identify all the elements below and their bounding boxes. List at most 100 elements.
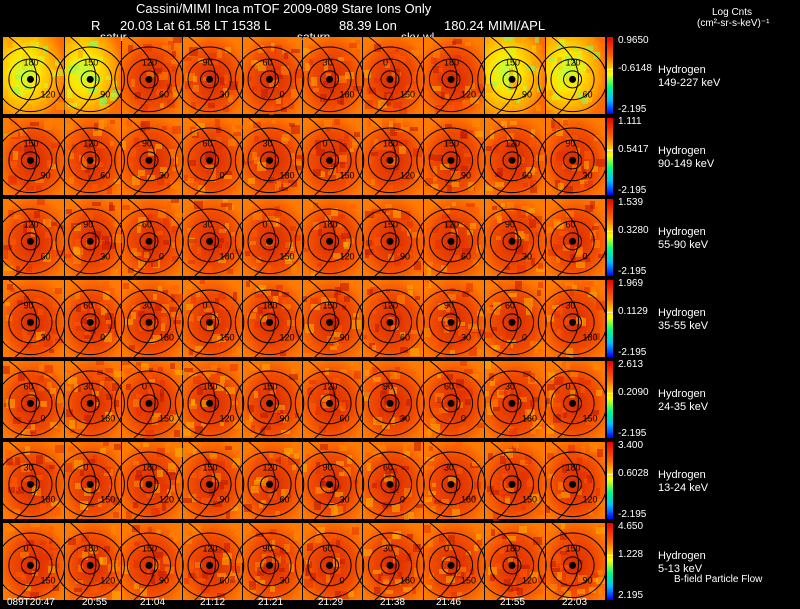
contour-label: 150 bbox=[340, 170, 355, 180]
field-center-marker bbox=[266, 156, 274, 164]
contour-label: 30 bbox=[383, 543, 393, 553]
field-center-marker bbox=[447, 75, 455, 83]
contour-lines bbox=[114, 522, 184, 601]
contour-lines bbox=[355, 36, 425, 115]
colorbar-max-label: 4.650 bbox=[618, 521, 644, 532]
contour-label: 60 bbox=[100, 170, 110, 180]
field-center-marker bbox=[86, 75, 94, 83]
heatmap-texture bbox=[424, 525, 482, 601]
heatmap-texture bbox=[4, 118, 63, 192]
contour-lines bbox=[537, 360, 608, 439]
colorbar-max-label: 3.400 bbox=[618, 440, 644, 451]
heatmap-texture bbox=[303, 203, 364, 276]
contour-label: 120 bbox=[100, 575, 115, 585]
contour-lines bbox=[174, 522, 245, 601]
contour-lines bbox=[0, 360, 66, 439]
contour-lines bbox=[355, 360, 425, 439]
contour-label: 150 bbox=[40, 575, 55, 585]
field-center-marker bbox=[508, 480, 516, 488]
contour-lines bbox=[294, 198, 365, 277]
contour-lines bbox=[114, 360, 184, 439]
colorbar bbox=[607, 523, 613, 600]
contour-label: 120 bbox=[340, 251, 355, 261]
contour-label: 90 bbox=[400, 251, 410, 261]
field-center-marker bbox=[326, 75, 334, 83]
contour-label: 180 bbox=[40, 494, 55, 504]
colorbar-mid-label: -0.6148 bbox=[618, 63, 652, 75]
contour-label: 60 bbox=[323, 543, 333, 553]
contour-label: 180 bbox=[583, 332, 598, 342]
time-tick-label: 20:55 bbox=[82, 597, 108, 608]
field-center-marker bbox=[386, 75, 394, 83]
colorbar-max-label: 1.969 bbox=[618, 278, 644, 289]
contour-lines bbox=[0, 36, 66, 115]
contour-label: 30 bbox=[566, 300, 576, 310]
field-center-marker bbox=[447, 480, 455, 488]
field-center-marker bbox=[206, 75, 214, 83]
contour-lines bbox=[234, 360, 305, 439]
contour-label: 30 bbox=[280, 575, 290, 585]
heatmap-texture bbox=[122, 199, 183, 273]
contour-lines bbox=[294, 279, 365, 358]
energy-range-label: 24-35 keV bbox=[658, 401, 709, 413]
bfield-flow-label: B-field Particle Flow bbox=[674, 574, 763, 585]
contour-label: 90 bbox=[522, 89, 532, 99]
field-center-marker bbox=[206, 480, 214, 488]
contour-label: 120 bbox=[444, 219, 459, 229]
contour-lines bbox=[537, 36, 608, 115]
heatmap-panel bbox=[546, 442, 605, 519]
contour-lines bbox=[416, 279, 486, 358]
contour-label: 30 bbox=[100, 251, 110, 261]
contour-label: 30 bbox=[23, 462, 33, 472]
field-center-marker bbox=[326, 318, 334, 326]
contour-lines bbox=[0, 198, 66, 277]
species-label: Hydrogen bbox=[658, 64, 706, 76]
contour-lines bbox=[174, 441, 245, 520]
contour-lines bbox=[174, 198, 245, 277]
field-center-marker bbox=[86, 318, 94, 326]
contour-label: 90 bbox=[220, 494, 230, 504]
contour-label: 150 bbox=[159, 413, 174, 423]
contour-label: 60 bbox=[522, 170, 532, 180]
contour-label: 30 bbox=[83, 381, 93, 391]
field-center-marker bbox=[266, 399, 274, 407]
heatmap-texture bbox=[246, 281, 300, 356]
contour-label: 120 bbox=[263, 462, 278, 472]
energy-range-label: 35-55 keV bbox=[658, 320, 709, 332]
contour-label: 60 bbox=[444, 381, 454, 391]
contour-lines bbox=[537, 522, 608, 601]
time-tick-label: 21:29 bbox=[318, 597, 344, 608]
contour-label: 120 bbox=[142, 57, 157, 67]
contour-lines bbox=[537, 198, 608, 277]
contour-label: 150 bbox=[444, 138, 459, 148]
contour-label: 180 bbox=[220, 251, 235, 261]
position-r-label: R bbox=[91, 18, 101, 33]
field-center-marker bbox=[206, 318, 214, 326]
contour-label: 60 bbox=[23, 381, 33, 391]
contour-label: 180 bbox=[505, 543, 520, 553]
contour-label: 90 bbox=[280, 413, 290, 423]
contour-label: 150 bbox=[263, 381, 278, 391]
contour-lines bbox=[537, 441, 608, 520]
contour-lines bbox=[294, 36, 365, 115]
field-center-marker bbox=[508, 156, 516, 164]
field-center-marker bbox=[26, 480, 34, 488]
field-center-marker bbox=[326, 480, 334, 488]
contour-label: 180 bbox=[159, 332, 174, 342]
colorbar-mid-label: 0.3280 bbox=[618, 225, 649, 237]
contour-label: 150 bbox=[142, 543, 157, 553]
field-center-marker bbox=[26, 399, 34, 407]
contour-lines bbox=[0, 117, 66, 196]
field-center-marker bbox=[569, 156, 577, 164]
contour-label: 150 bbox=[203, 462, 218, 472]
field-center-marker bbox=[26, 237, 34, 245]
field-center-marker bbox=[145, 318, 153, 326]
heatmap-texture bbox=[425, 361, 486, 438]
colorbar-mid-label: 1.228 bbox=[618, 549, 644, 561]
time-tick-label: 22:03 bbox=[562, 597, 588, 608]
field-center-marker bbox=[86, 399, 94, 407]
contour-label: 120 bbox=[583, 494, 598, 504]
time-tick-label: 089T20:47 bbox=[7, 597, 55, 608]
heatmap-texture bbox=[488, 526, 546, 599]
